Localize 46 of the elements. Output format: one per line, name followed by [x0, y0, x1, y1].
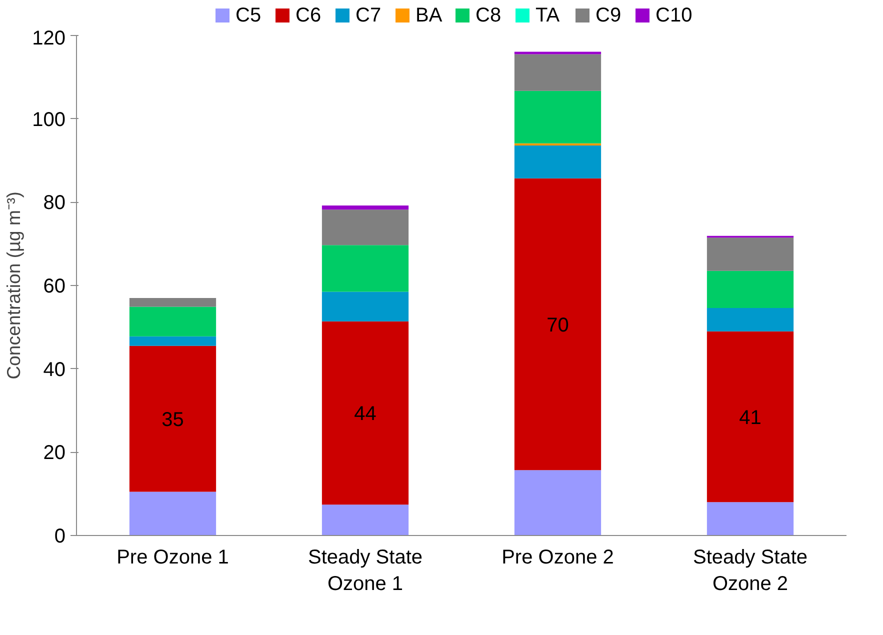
- legend-label: C7: [356, 4, 382, 26]
- bar: [514, 146, 602, 178]
- x-tick-label: Pre Ozone 1: [116, 546, 229, 568]
- bar: [322, 504, 409, 536]
- y-tick-label: 120: [32, 28, 66, 50]
- y-tick-label: 20: [43, 442, 66, 464]
- bar: [322, 321, 409, 505]
- bar: [322, 245, 409, 292]
- bar: [706, 308, 794, 332]
- bar: [514, 178, 602, 470]
- bar: [322, 292, 409, 322]
- y-tick-label: 80: [43, 192, 66, 214]
- bar: [514, 470, 602, 536]
- x-tick-label: Steady State Ozone 1: [308, 546, 423, 595]
- bar: [129, 336, 216, 346]
- legend-label: C6: [296, 4, 322, 26]
- y-tick-label: 40: [43, 358, 66, 381]
- data-label: 44: [354, 403, 376, 425]
- y-tick-label: 0: [54, 526, 66, 548]
- bar: [706, 502, 794, 536]
- bar: [129, 346, 216, 492]
- data-label: 41: [739, 406, 762, 429]
- bar: [129, 492, 216, 536]
- legend-label: C9: [596, 4, 622, 26]
- bar: [322, 210, 409, 246]
- bar: [322, 206, 409, 210]
- bar: [129, 306, 216, 336]
- bar: [129, 298, 216, 307]
- bar: [514, 52, 602, 54]
- data-label: 70: [546, 314, 569, 336]
- bar: [706, 238, 794, 271]
- legend-label: C5: [236, 4, 262, 26]
- legend-label: BA: [416, 4, 443, 26]
- bar: [514, 54, 602, 91]
- y-tick-label: 60: [43, 276, 66, 298]
- bar: [706, 331, 794, 502]
- bar: [706, 270, 794, 308]
- y-tick-label: 100: [32, 108, 66, 131]
- legend-label: C10: [656, 4, 692, 26]
- data-label: 35: [162, 408, 184, 431]
- x-tick-label: Pre Ozone 2: [502, 546, 614, 568]
- legend-label: TA: [536, 4, 560, 26]
- x-tick-label: Steady State Ozone 2: [692, 546, 808, 595]
- legend-label: C8: [476, 4, 502, 26]
- bar: [514, 90, 602, 144]
- y-axis-title: Concentration (µg m⁻³): [3, 192, 24, 380]
